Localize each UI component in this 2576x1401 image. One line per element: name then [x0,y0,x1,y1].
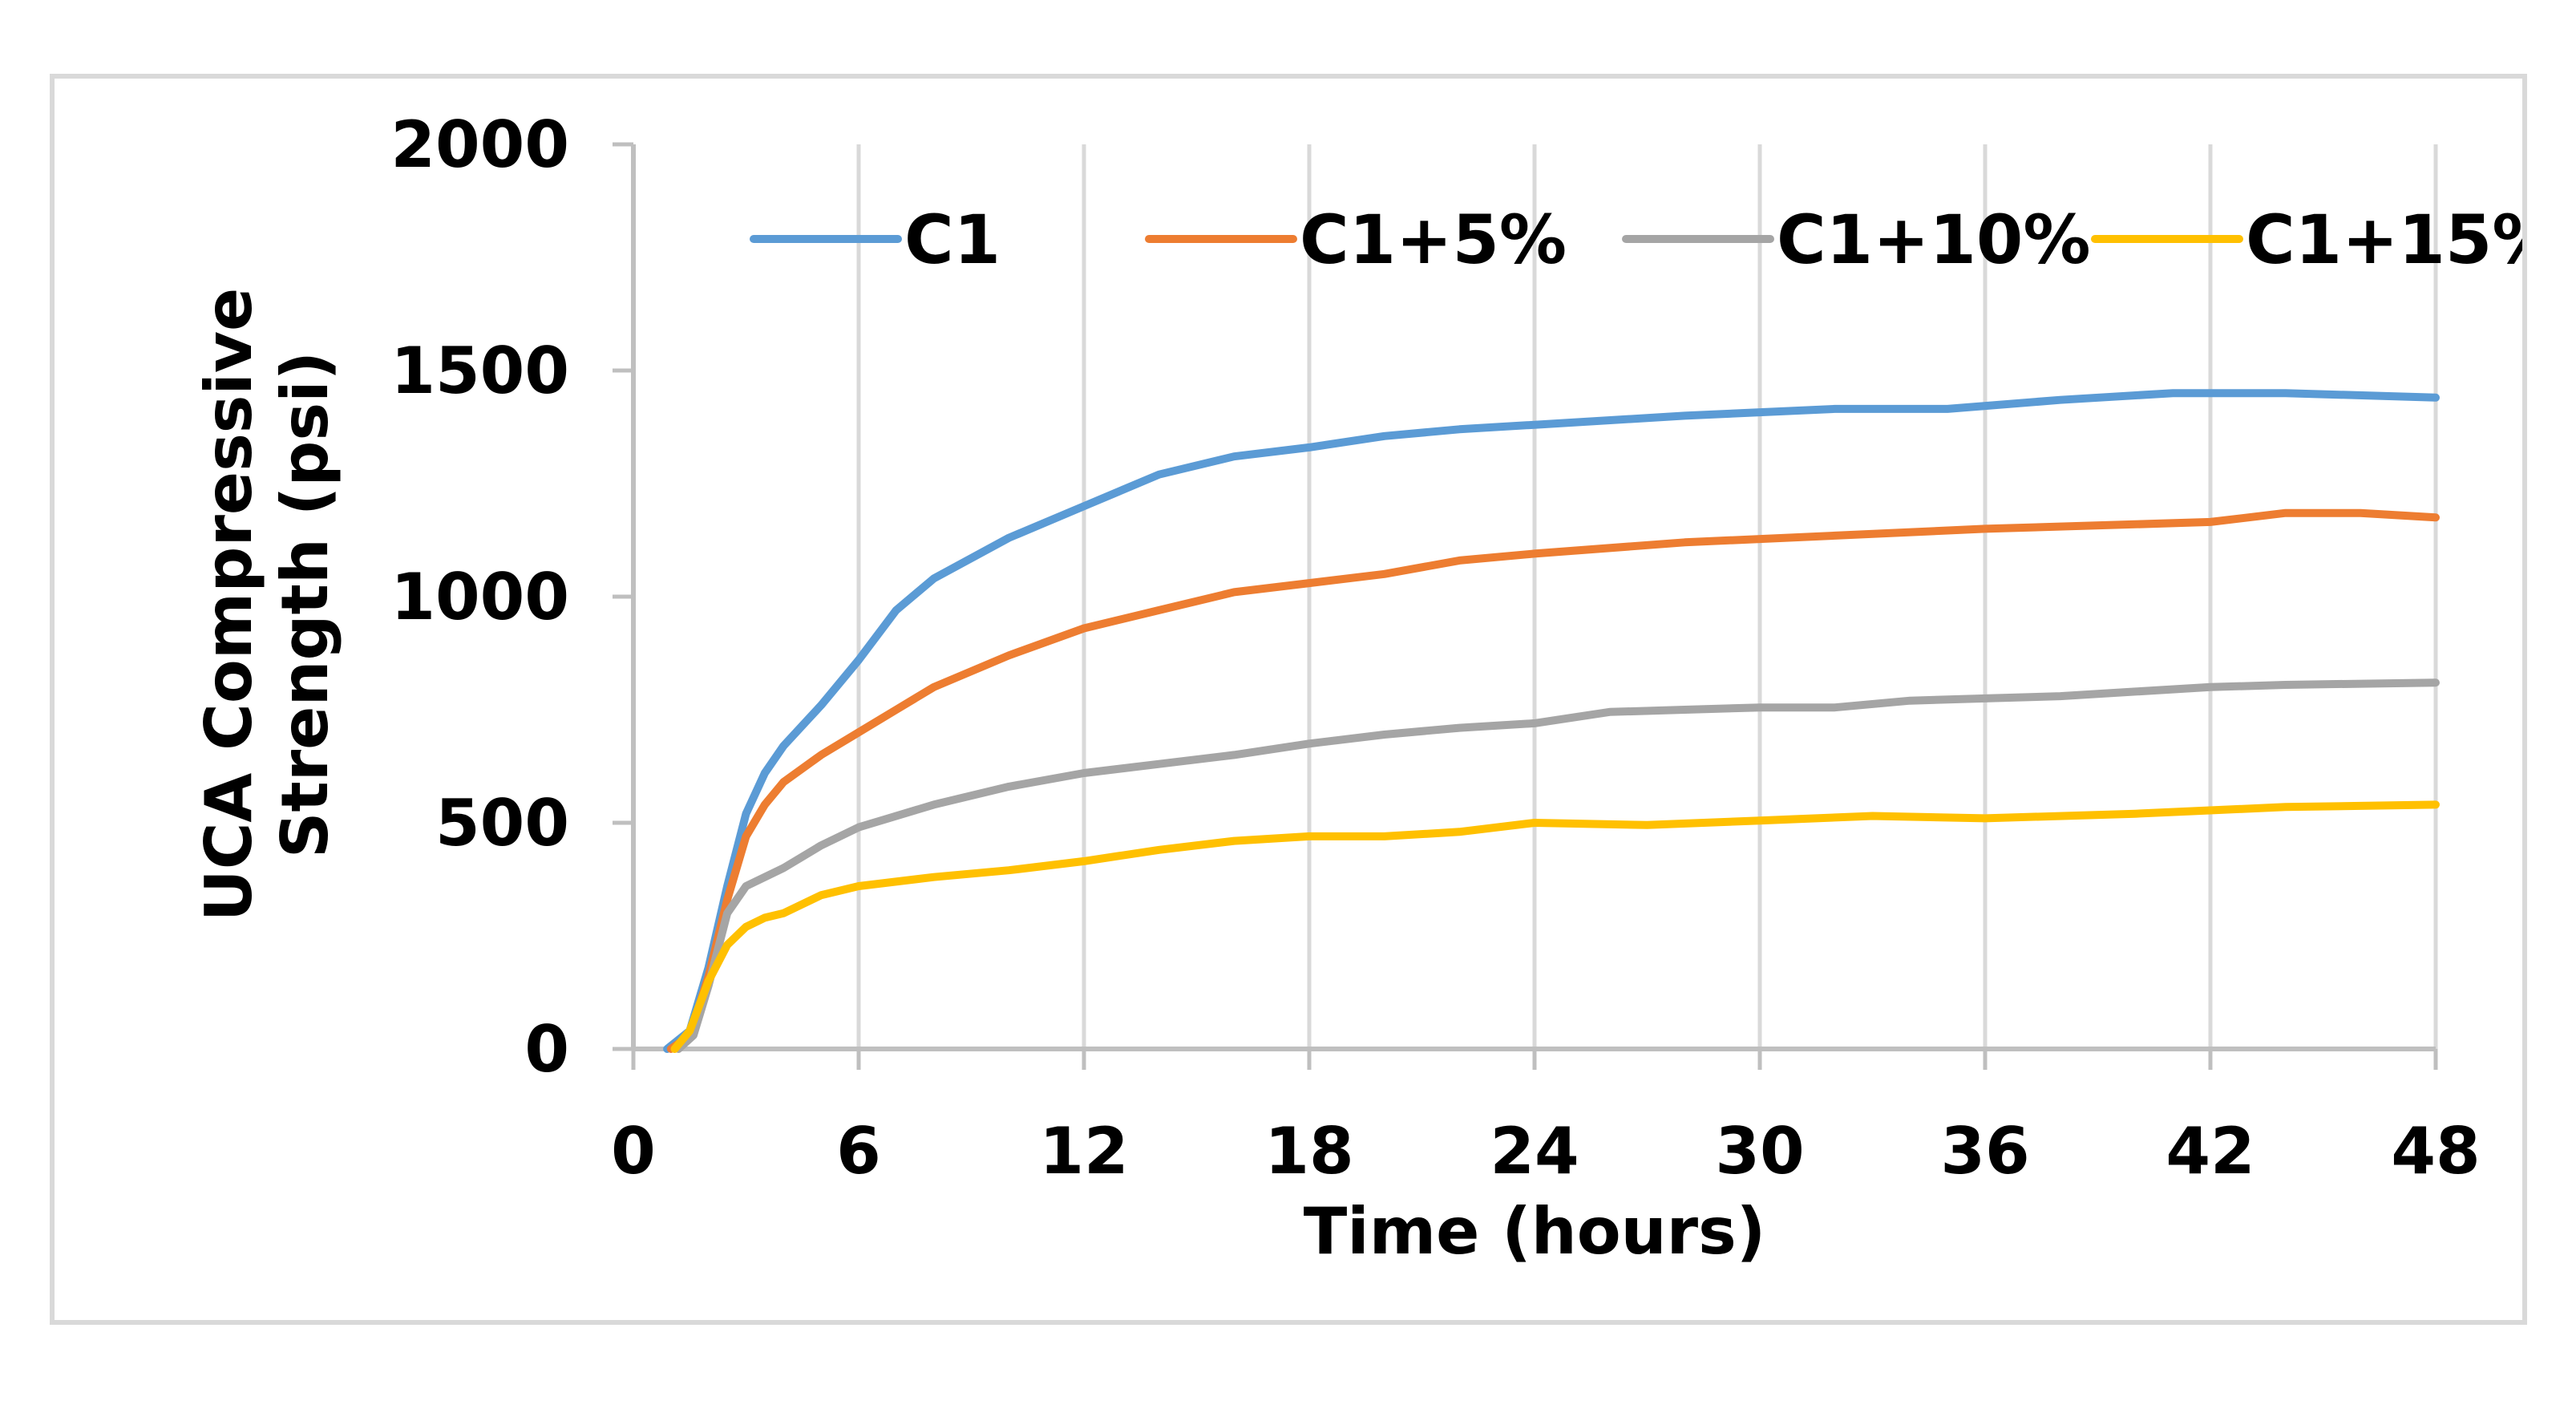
x-tick-label: 42 [2166,1114,2255,1188]
y-tick-label: 1000 [390,560,569,634]
y-axis-title-line-1: UCA Compressive [192,288,266,922]
chart-frame: 0 500 1000 1500 2000 0 6 12 18 24 30 36 42 48 C1 C1+5%… [50,74,2527,1325]
grid-lines [856,144,2438,1049]
legend: C1 C1+5% C1+10% C1+15% [750,200,2522,279]
x-axis-title: Time (hours) [1304,1194,1766,1269]
x-tick-label: 36 [1940,1114,2029,1188]
x-tick-label: 18 [1264,1114,1353,1188]
legend-label-1: C1+5% [1300,200,1567,279]
series-line-2 [674,678,2440,1053]
y-tick-label: 2000 [390,107,569,182]
x-tick-label: 48 [2391,1114,2480,1188]
legend-label-3: C1+15% [2246,200,2522,279]
x-tick-label: 6 [836,1114,881,1188]
legend-label-0: C1 [904,200,1001,279]
data-series [663,389,2440,1053]
x-tick-label: 12 [1039,1114,1128,1188]
y-tick-label: 0 [524,1012,569,1087]
series-line-1 [666,508,2440,1053]
y-tick-label: 500 [435,786,569,860]
legend-label-2: C1+10% [1777,200,2091,279]
series-line-3 [670,800,2440,1053]
y-tick-label: 1500 [390,334,569,408]
series-line-0 [663,389,2440,1053]
x-tick-label: 24 [1490,1114,1579,1188]
x-tick-label: 30 [1715,1114,1804,1188]
x-tick-label: 0 [611,1114,656,1188]
chart-plot: 0 500 1000 1500 2000 0 6 12 18 24 30 36 42 48 C1 C1+5%… [192,107,2522,1269]
axes [613,142,2438,1070]
tick-labels: 0 500 1000 1500 2000 0 6 12 18 24 30 36 42 48 [390,107,2480,1188]
y-axis-title-line-2: Strength (psi) [268,351,342,858]
